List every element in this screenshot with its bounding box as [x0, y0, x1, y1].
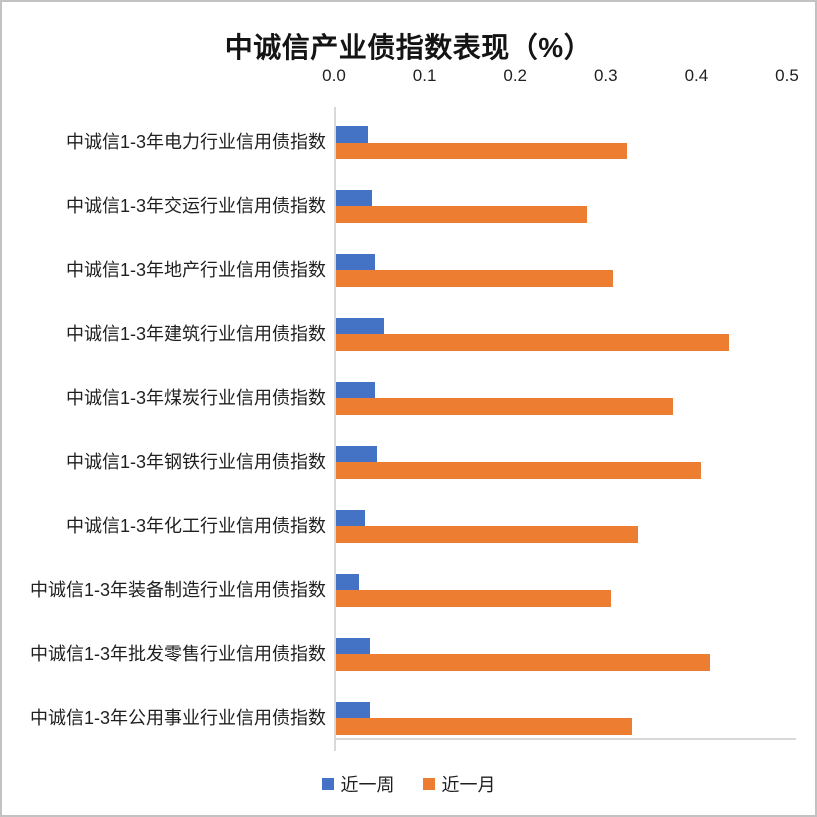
x-tick-label: 0.2	[503, 66, 528, 85]
bar-month	[336, 270, 614, 287]
bar-week	[336, 126, 368, 143]
bar-month	[336, 334, 730, 351]
x-axis-baseline	[334, 738, 796, 740]
bar-week	[336, 701, 371, 719]
category-label: 中诚信1-3年装备制造行业信用债指数	[29, 579, 326, 600]
category-row: 中诚信1-3年电力行业信用债指数	[2, 126, 815, 159]
chart-title: 中诚信产业债指数表现（%）	[224, 32, 593, 63]
bar-week	[336, 509, 365, 527]
bar-month	[336, 462, 702, 479]
y-axis-line	[334, 107, 336, 751]
x-tick-label: 0.0	[322, 66, 346, 85]
x-tick-label: 0.3	[593, 66, 618, 85]
category-row: 中诚信1-3年建筑行业信用债指数	[2, 317, 815, 351]
legend-item-month: 近一月	[422, 771, 496, 797]
category-label: 中诚信1-3年电力行业信用债指数	[65, 132, 326, 152]
category-row: 中诚信1-3年装备制造行业信用债指数	[2, 573, 815, 607]
category-row: 中诚信1-3年钢铁行业信用债指数	[2, 445, 815, 479]
legend-item-week: 近一周	[321, 771, 395, 797]
bar-month	[336, 718, 633, 735]
category-label: 中诚信1-3年公用事业行业信用债指数	[29, 707, 326, 728]
category-label: 中诚信1-3年批发零售行业信用债指数	[29, 643, 326, 664]
category-row: 中诚信1-3年地产行业信用债指数	[2, 253, 815, 287]
legend-label-month: 近一月	[441, 775, 496, 795]
bar-week	[336, 381, 375, 399]
legend-swatch-week	[321, 778, 334, 790]
x-tick-label: 0.5	[775, 66, 799, 85]
x-tick-label: 0.4	[684, 66, 709, 85]
category-label: 中诚信1-3年地产行业信用债指数	[65, 259, 326, 280]
legend-label-week: 近一周	[340, 775, 395, 795]
category-label: 中诚信1-3年钢铁行业信用债指数	[65, 451, 326, 472]
bar-week	[336, 637, 371, 655]
bar-week	[336, 189, 373, 207]
category-row: 中诚信1-3年交运行业信用债指数	[2, 189, 815, 223]
legend: 近一周 近一月	[2, 771, 815, 797]
bar-month	[336, 526, 638, 543]
bar-week	[336, 253, 375, 271]
bar-month	[336, 654, 711, 671]
bar-month	[336, 206, 587, 223]
bar-week	[336, 317, 385, 335]
legend-swatch-month	[422, 778, 435, 790]
bar-month	[336, 398, 674, 415]
x-tick-label: 0.1	[412, 66, 437, 85]
category-label: 中诚信1-3年建筑行业信用债指数	[65, 323, 326, 344]
bar-week	[336, 573, 359, 591]
bar-week	[336, 445, 377, 463]
bar-month	[336, 142, 627, 159]
category-label: 中诚信1-3年交运行业信用债指数	[65, 195, 326, 216]
category-row: 中诚信1-3年公用事业行业信用债指数	[2, 701, 815, 735]
bar-month	[336, 590, 611, 607]
category-label: 中诚信1-3年化工行业信用债指数	[65, 515, 326, 536]
category-row: 中诚信1-3年煤炭行业信用债指数	[2, 381, 815, 415]
category-row: 中诚信1-3年批发零售行业信用债指数	[2, 637, 815, 671]
category-label: 中诚信1-3年煤炭行业信用债指数	[65, 387, 326, 408]
category-row: 中诚信1-3年化工行业信用债指数	[2, 509, 815, 543]
